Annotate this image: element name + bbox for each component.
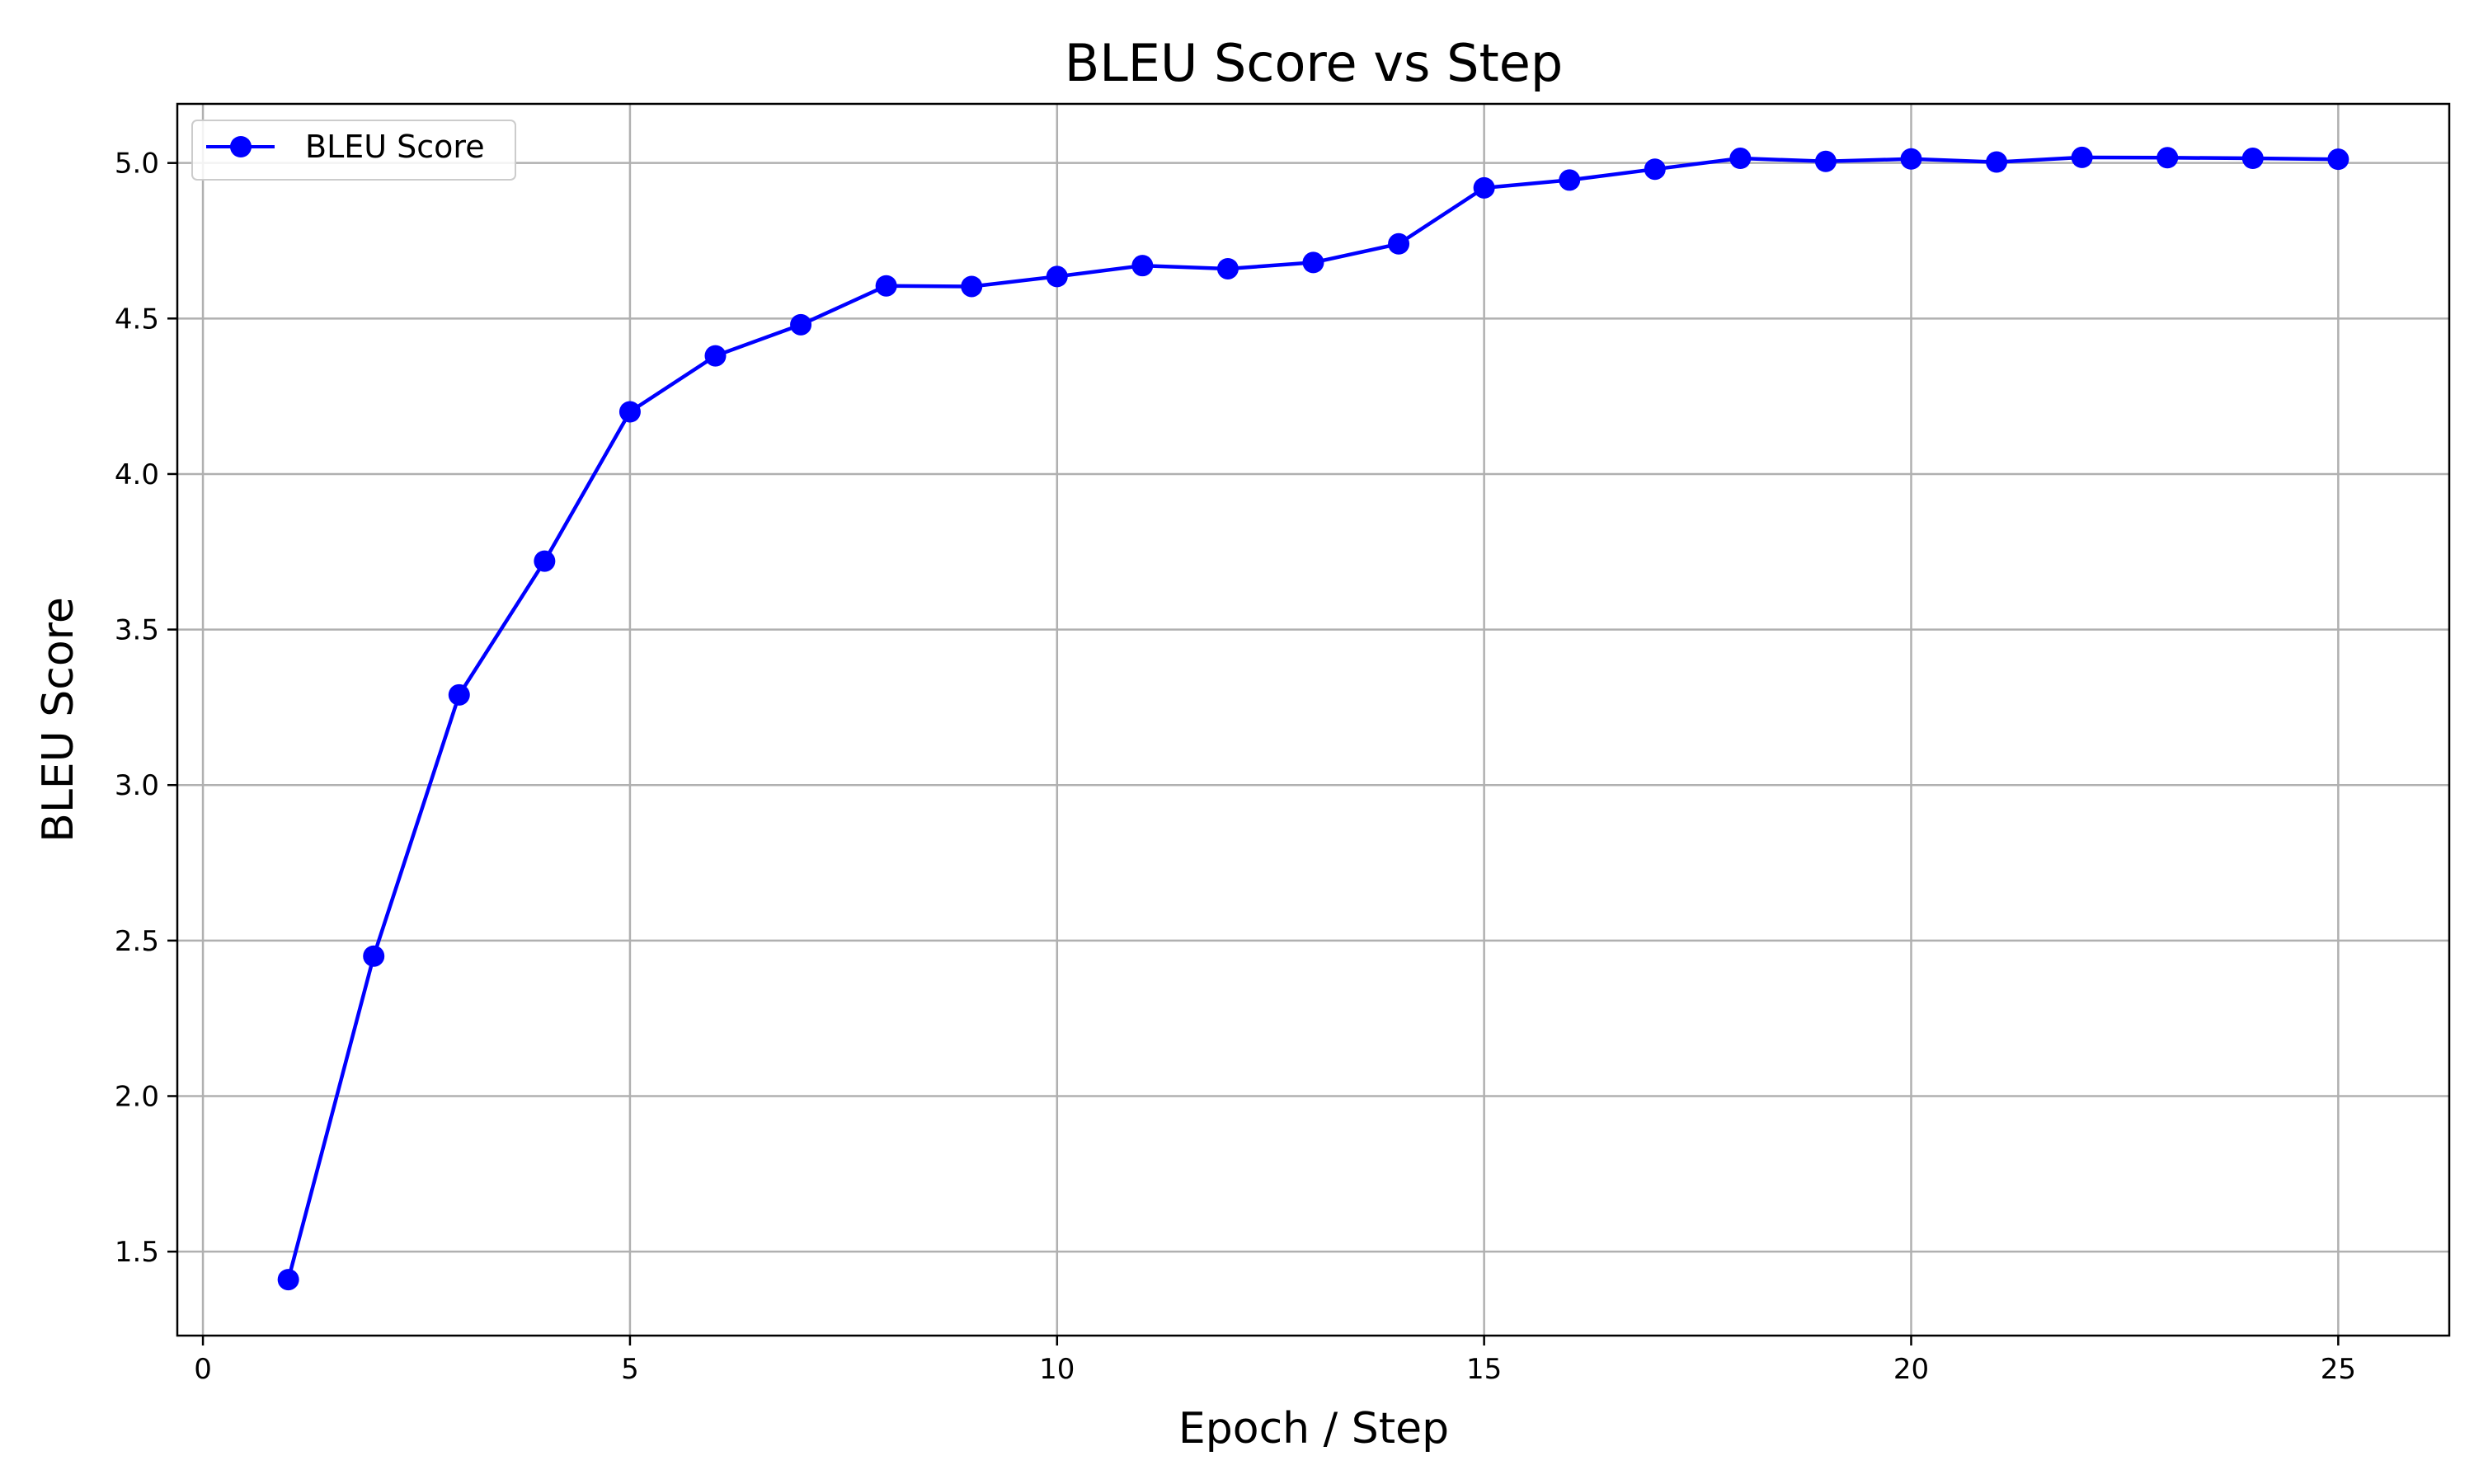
data-point	[1559, 169, 1581, 191]
data-point	[1644, 158, 1666, 181]
data-point	[1900, 148, 1922, 170]
data-point	[704, 345, 727, 367]
x-tick-label: 5	[621, 1353, 639, 1386]
data-point	[2071, 146, 2093, 168]
data-point	[1388, 232, 1410, 255]
data-point	[790, 313, 812, 336]
data-point	[1302, 251, 1324, 274]
data-point	[618, 401, 641, 423]
data-point	[1131, 255, 1154, 277]
data-point-layer	[277, 146, 2349, 1291]
x-tick-label: 15	[1466, 1353, 1502, 1386]
grid	[177, 104, 2449, 1336]
legend-box	[191, 120, 516, 181]
data-point	[875, 275, 897, 297]
y-tick-label: 4.0	[115, 458, 159, 491]
chart-title: BLEU Score vs Step	[1065, 33, 1564, 93]
data-point	[1046, 265, 1068, 288]
x-axis-label: Epoch / Step	[1178, 1404, 1449, 1453]
data-point	[1473, 176, 1495, 199]
y-tick-label: 1.5	[115, 1236, 159, 1269]
data-point	[2241, 148, 2264, 170]
data-point	[2157, 147, 2179, 169]
data-point	[1986, 151, 2008, 173]
data-point	[277, 1269, 299, 1291]
x-tick-label: 0	[194, 1353, 212, 1386]
x-tick-label: 10	[1039, 1353, 1075, 1386]
data-point	[363, 945, 385, 967]
data-point	[2327, 148, 2349, 171]
legend-marker-swatch	[230, 136, 252, 157]
y-tick-label: 2.5	[115, 925, 159, 958]
data-point	[1814, 150, 1837, 172]
legend: BLEU Score	[191, 120, 516, 181]
y-tick-label: 3.0	[115, 769, 159, 802]
plot-area-frame	[176, 102, 2451, 1337]
y-tick-label: 3.5	[115, 614, 159, 647]
y-tick-label: 5.0	[115, 148, 159, 181]
data-point	[534, 550, 556, 572]
y-tick-label: 4.5	[115, 303, 159, 336]
y-axis-label: BLEU Score	[34, 597, 83, 843]
axis-ticks: 0 5 10 15 20 25 1.5 2.0 2.5 3.0 3.5 4.0 4.5 5.0	[115, 148, 2356, 1386]
legend-label: BLEU Score	[305, 129, 485, 165]
data-point	[1729, 148, 1752, 170]
data-point	[961, 275, 983, 298]
x-tick-label: 20	[1893, 1353, 1929, 1386]
data-point	[448, 683, 470, 706]
x-tick-label: 25	[2321, 1353, 2356, 1386]
data-point	[1216, 257, 1239, 279]
y-tick-label: 2.0	[115, 1081, 159, 1114]
